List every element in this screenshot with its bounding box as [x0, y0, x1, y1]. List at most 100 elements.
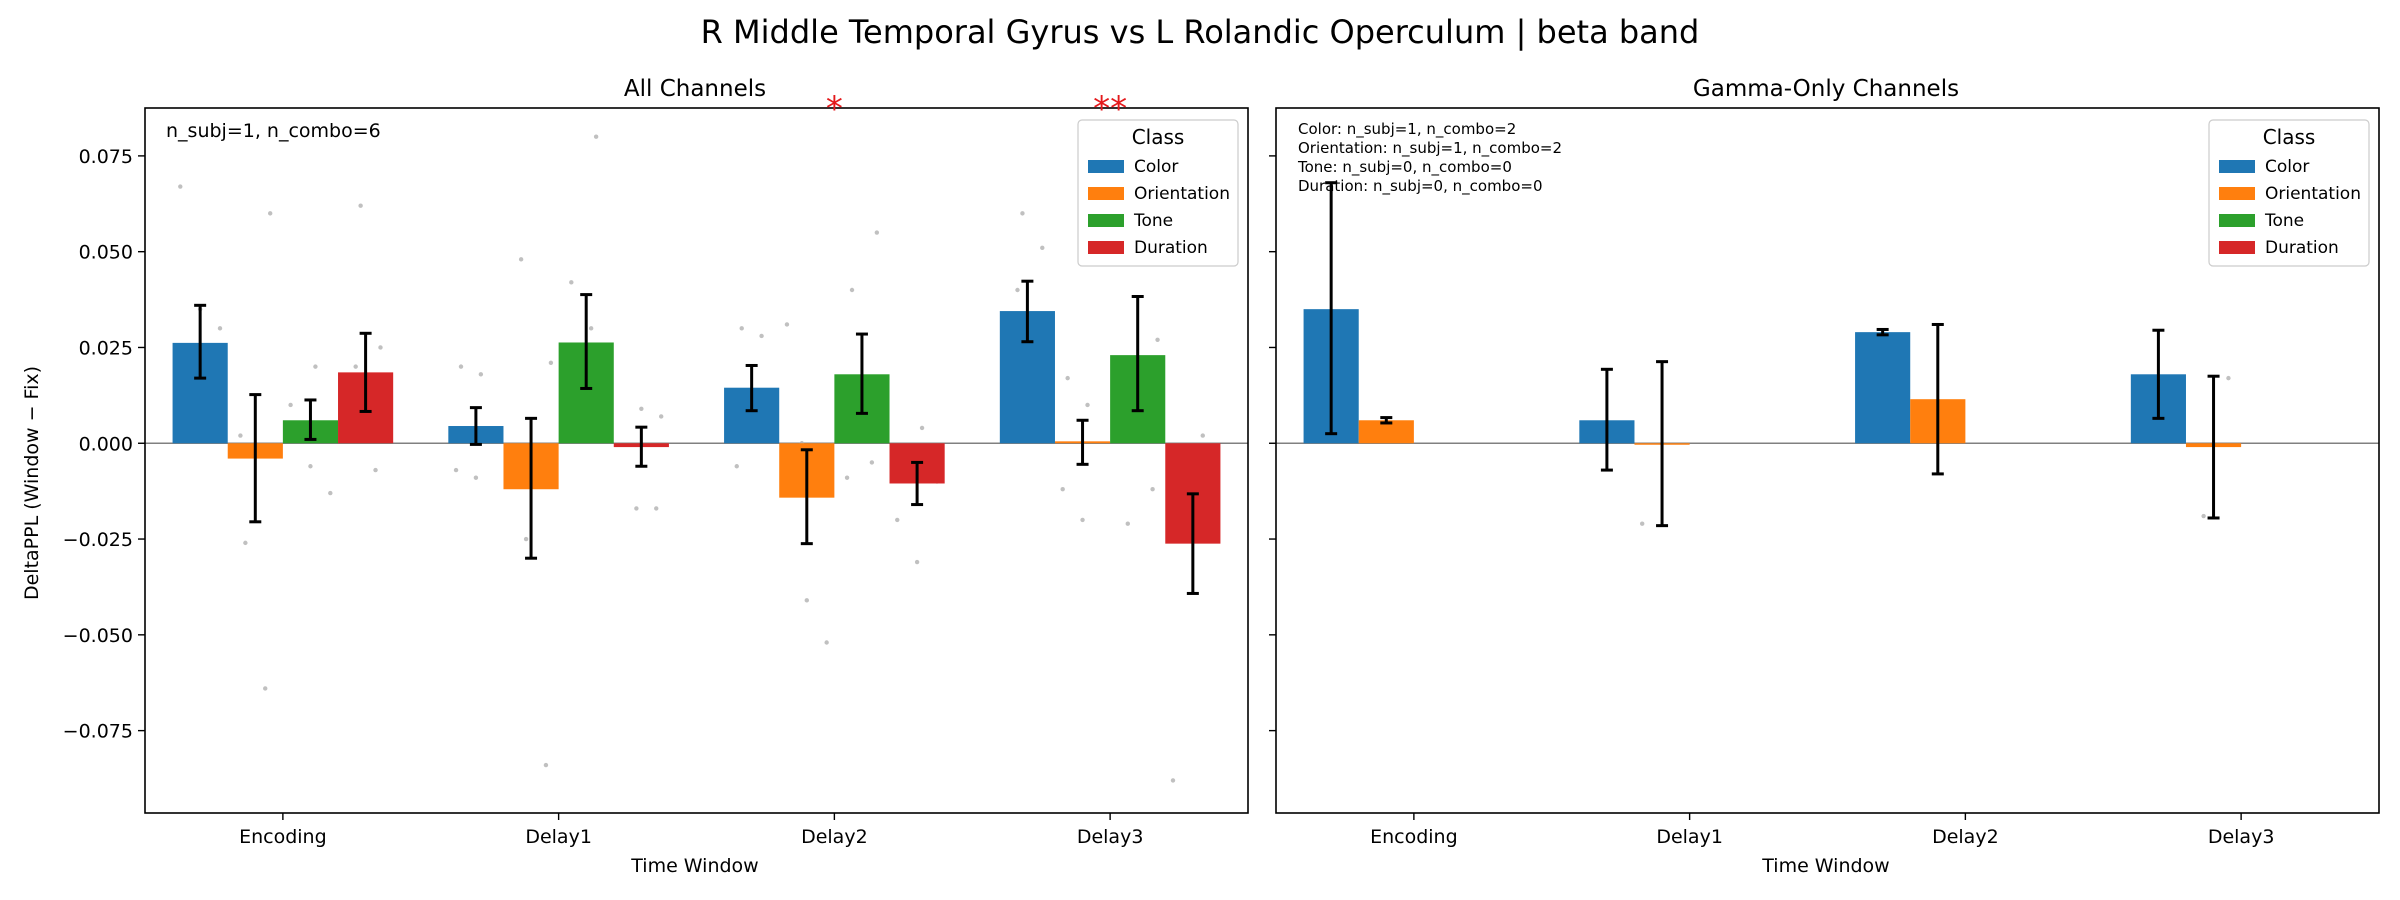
point-delay2-duration — [914, 559, 920, 565]
y-tick-label: −0.075 — [63, 721, 133, 743]
annotation-n-subj: n_subj=1, n_combo=6 — [166, 120, 381, 142]
x-tick-label-delay2: Delay2 — [801, 826, 868, 848]
point-delay3-orientation — [2201, 513, 2206, 519]
annotation-line-1: Color: n_subj=1, n_combo=2 — [1298, 120, 1516, 139]
y-tick-label: 0.050 — [79, 242, 133, 264]
point-delay3-orientation — [2226, 375, 2231, 381]
panel-all-channels: All Channels Time Window n_subj=1, n_com… — [63, 76, 1249, 877]
annotation-line-3: Tone: n_subj=0, n_combo=0 — [1297, 158, 1512, 177]
point-encoding-duration — [373, 467, 378, 473]
x-tick-label-delay2: Delay2 — [1932, 826, 1999, 848]
point-delay3-color — [1015, 287, 1020, 293]
annotation-line-4: Duration: n_subj=0, n_combo=0 — [1298, 177, 1543, 196]
errorbar-delay2-duration — [911, 460, 924, 507]
point-delay2-tone — [844, 475, 850, 480]
point-encoding-orientation — [238, 433, 243, 438]
legend-label-color: Color — [2265, 157, 2309, 177]
legend-swatch-color — [1088, 160, 1124, 173]
point-delay2-duration — [919, 425, 925, 431]
significance-delay2: * — [826, 89, 843, 129]
point-delay2-tone — [869, 460, 875, 465]
point-delay3-duration — [1200, 433, 1205, 438]
point-delay1-color — [473, 475, 479, 480]
plot-frame — [144, 107, 1249, 814]
point-delay3-color — [1040, 245, 1045, 251]
errorbar-delay3-color — [2152, 328, 2165, 420]
point-delay1-color — [478, 372, 484, 377]
x-tick-label-encoding: Encoding — [239, 826, 327, 848]
point-delay1-duration — [654, 506, 659, 511]
legend-all-channels: Class Color Orientation Tone Duration — [1077, 119, 1239, 267]
errorbar-delay3-color — [1021, 279, 1034, 344]
x-tick-label-encoding: Encoding — [1370, 826, 1458, 848]
point-delay1-duration — [659, 414, 664, 419]
x-tick-label-delay3: Delay3 — [1077, 826, 1144, 848]
legend-swatch-tone — [2219, 214, 2255, 227]
y-tick-label: 0.000 — [79, 433, 133, 455]
errorbar-encoding-orientation — [249, 393, 262, 524]
point-delay1-color — [453, 467, 459, 473]
point-encoding-duration — [378, 345, 383, 350]
point-delay3-orientation — [1085, 402, 1090, 408]
errorbar-encoding-orientation — [1380, 416, 1393, 425]
errorbar-encoding-color — [1325, 181, 1338, 436]
errorbar-delay2-orientation — [800, 448, 813, 546]
panel-title-gamma-only: Gamma-Only Channels — [1693, 76, 1959, 102]
errorbar-delay2-tone — [855, 332, 868, 415]
point-delay3-orientation — [1060, 487, 1065, 492]
point-delay1-tone — [593, 134, 599, 139]
legend-label-duration: Duration — [2265, 238, 2339, 258]
point-encoding-tone — [308, 464, 313, 469]
x-tick-label-delay1: Delay1 — [525, 826, 592, 848]
legend-title: Class — [2263, 125, 2316, 149]
point-delay3-tone — [1150, 487, 1155, 492]
point-delay2-tone — [874, 230, 880, 235]
point-delay1-orientation — [548, 360, 554, 365]
point-delay2-color — [734, 464, 739, 469]
point-encoding-tone — [313, 364, 318, 369]
legend-label-tone: Tone — [2264, 211, 2304, 231]
point-delay3-orientation — [1065, 375, 1070, 381]
y-tick-label: −0.025 — [63, 529, 133, 551]
legend-swatch-color — [2219, 160, 2255, 173]
legend-label-color: Color — [1134, 157, 1178, 177]
errorbar-delay1-duration — [635, 425, 648, 468]
errorbar-delay3-duration — [1186, 492, 1199, 595]
point-delay3-tone — [1125, 521, 1130, 526]
point-delay2-color — [759, 333, 764, 339]
errorbar-delay1-color — [469, 406, 482, 446]
errorbar-delay2-color — [1876, 327, 1889, 337]
errorbar-delay1-color — [1600, 367, 1613, 472]
legend-swatch-duration — [2219, 241, 2255, 254]
x-tick-label-delay1: Delay1 — [1656, 826, 1723, 848]
point-encoding-orientation — [267, 211, 273, 216]
legend-label-orientation: Orientation — [1134, 184, 1230, 204]
point-encoding-duration — [358, 203, 363, 208]
point-encoding-tone — [328, 490, 333, 496]
point-delay3-tone — [1155, 337, 1160, 343]
point-delay2-color — [739, 326, 744, 331]
errorbar-delay3-orientation — [1076, 418, 1089, 466]
errorbar-delay3-tone — [1131, 295, 1144, 413]
bar-delay2-color — [1855, 332, 1911, 444]
legend-swatch-orientation — [2219, 187, 2255, 200]
legend-box — [1077, 119, 1239, 267]
annotation-line-2: Orientation: n_subj=1, n_combo=2 — [1298, 139, 1562, 158]
point-delay1-orientation — [518, 257, 524, 262]
point-encoding-tone — [288, 402, 293, 408]
point-delay1-orientation — [523, 536, 529, 542]
point-delay1-tone — [588, 326, 594, 331]
errorbar-delay3-orientation — [2207, 374, 2220, 520]
point-encoding-orientation — [243, 540, 248, 546]
x-axis-label-right: Time Window — [1761, 855, 1889, 877]
point-encoding-color — [178, 184, 183, 189]
point-delay1-duration — [634, 506, 639, 511]
point-delay3-color — [1020, 211, 1025, 216]
errorbar-encoding-color — [194, 303, 207, 380]
panel-title-all-channels: All Channels — [624, 76, 766, 102]
errorbar-delay2-orientation — [1931, 322, 1944, 476]
legend-box — [2208, 119, 2370, 267]
point-delay1-orientation — [1639, 521, 1645, 526]
legend-title: Class — [1132, 125, 1185, 149]
